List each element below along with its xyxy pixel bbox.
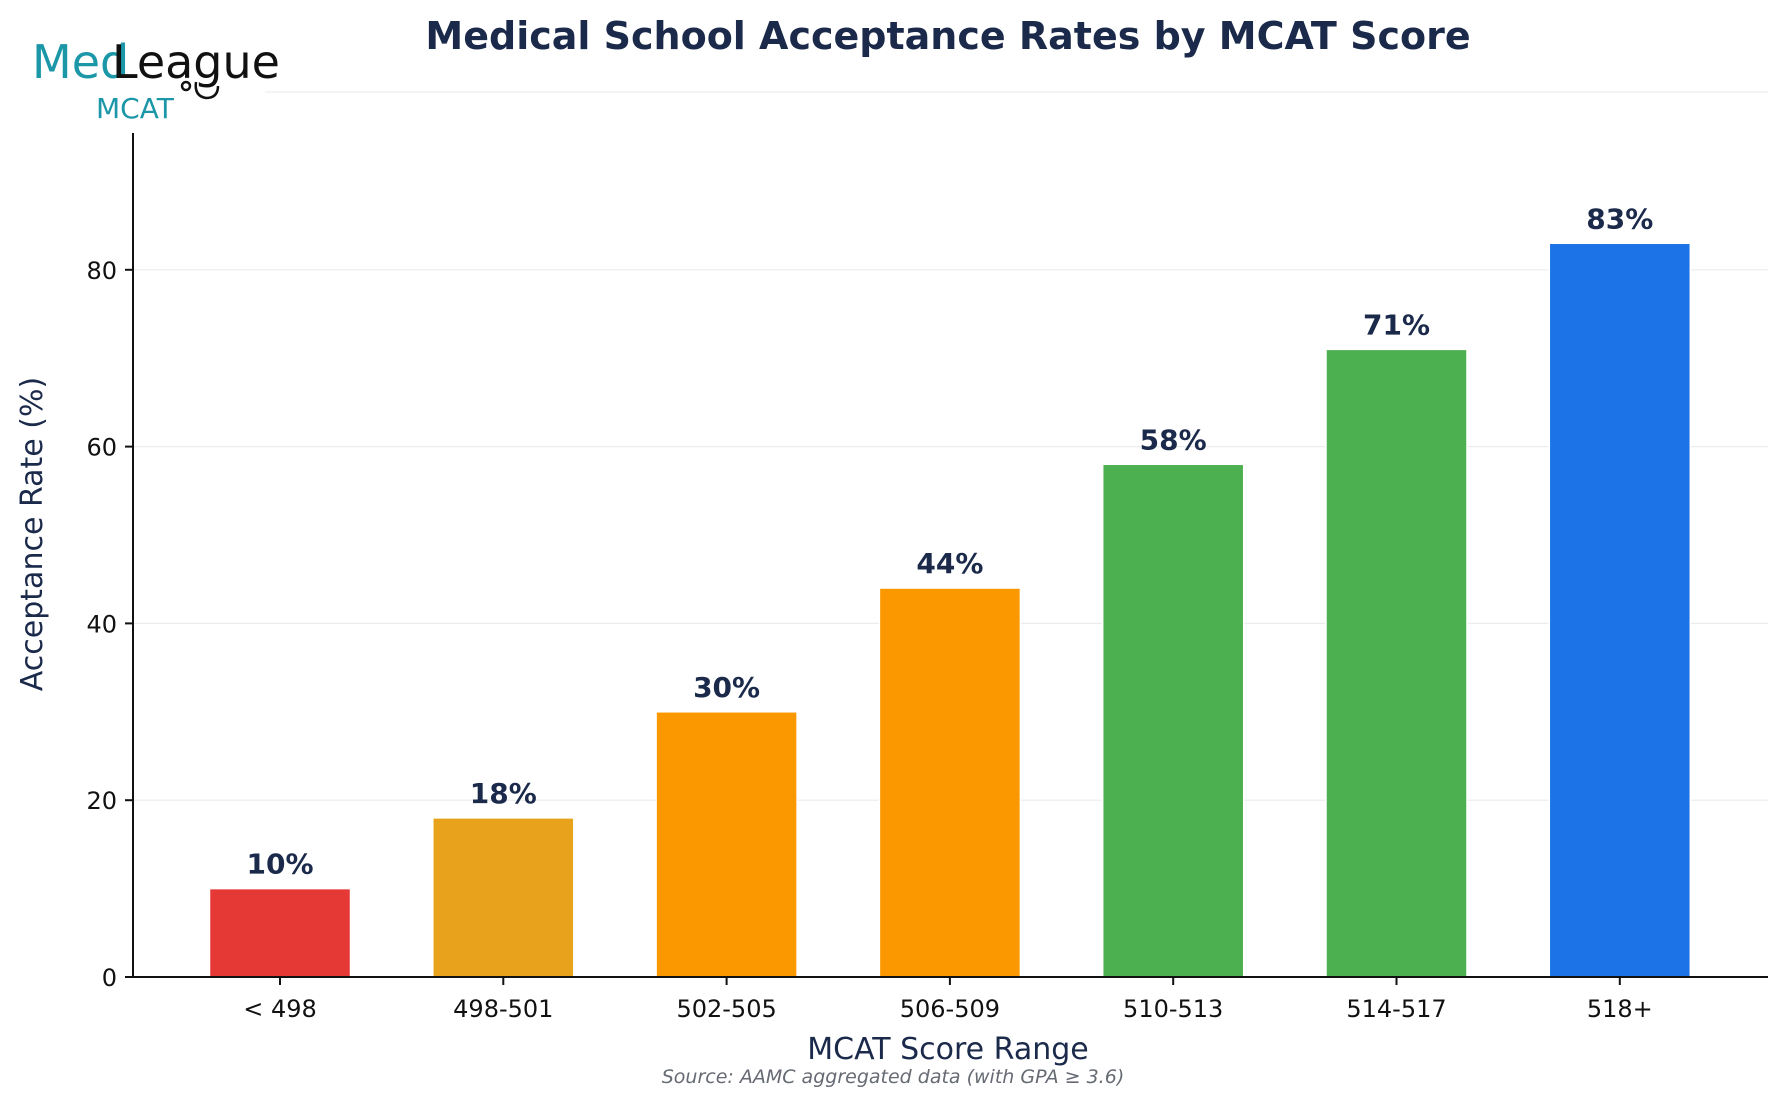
y-tick-label: 40 — [86, 610, 117, 638]
y-tick-label: 20 — [86, 787, 117, 815]
data-label: 30% — [693, 671, 760, 704]
y-tick-label: 80 — [86, 257, 117, 285]
data-label: 58% — [1140, 423, 1207, 456]
y-ticks: 0 20 40 60 80 — [86, 257, 133, 992]
bar-3 — [655, 711, 798, 978]
data-label: 10% — [246, 848, 313, 881]
bars — [208, 242, 1692, 978]
logo-sub-text: MCAT — [96, 92, 175, 125]
bar-5 — [1101, 463, 1245, 978]
stethoscope-icon — [194, 81, 220, 100]
bar-4 — [878, 587, 1022, 978]
x-tick-label: 506-509 — [900, 995, 1000, 1023]
stethoscope-chest-icon — [180, 80, 192, 92]
x-tick-label: 510-513 — [1123, 995, 1223, 1023]
bar-7 — [1548, 242, 1692, 978]
x-tick-label: 514-517 — [1346, 995, 1446, 1023]
chart-title: Medical School Acceptance Rates by MCAT … — [425, 14, 1470, 58]
logo-med-text: Med — [32, 35, 129, 89]
medleague-logo: Med League MCAT — [32, 35, 280, 125]
x-axis-label: MCAT Score Range — [807, 1032, 1089, 1067]
y-axis-label: Acceptance Rate (%) — [15, 377, 50, 691]
source-note: Source: AAMC aggregated data (with GPA ≥… — [662, 1066, 1124, 1088]
x-ticks: < 498 498-501 502-505 506-509 510-513 514-517… — [243, 977, 1653, 1023]
y-tick-label: 60 — [86, 434, 117, 462]
data-label: 71% — [1363, 308, 1430, 341]
data-label: 44% — [916, 547, 983, 580]
data-labels: 10% 18% 30% 44% 58% 71% 83% — [246, 202, 1653, 880]
x-tick-label: 518+ — [1587, 995, 1653, 1023]
x-tick-label: < 498 — [243, 995, 317, 1023]
y-tick-label: 0 — [102, 964, 117, 992]
bar-1 — [208, 887, 352, 978]
bar-6 — [1325, 348, 1468, 978]
data-label: 83% — [1586, 202, 1653, 235]
logo-league-text: League — [112, 35, 280, 89]
bar-2 — [432, 817, 575, 978]
x-tick-label: 498-501 — [453, 995, 553, 1023]
x-tick-label: 502-505 — [676, 995, 776, 1023]
data-label: 18% — [470, 777, 537, 810]
